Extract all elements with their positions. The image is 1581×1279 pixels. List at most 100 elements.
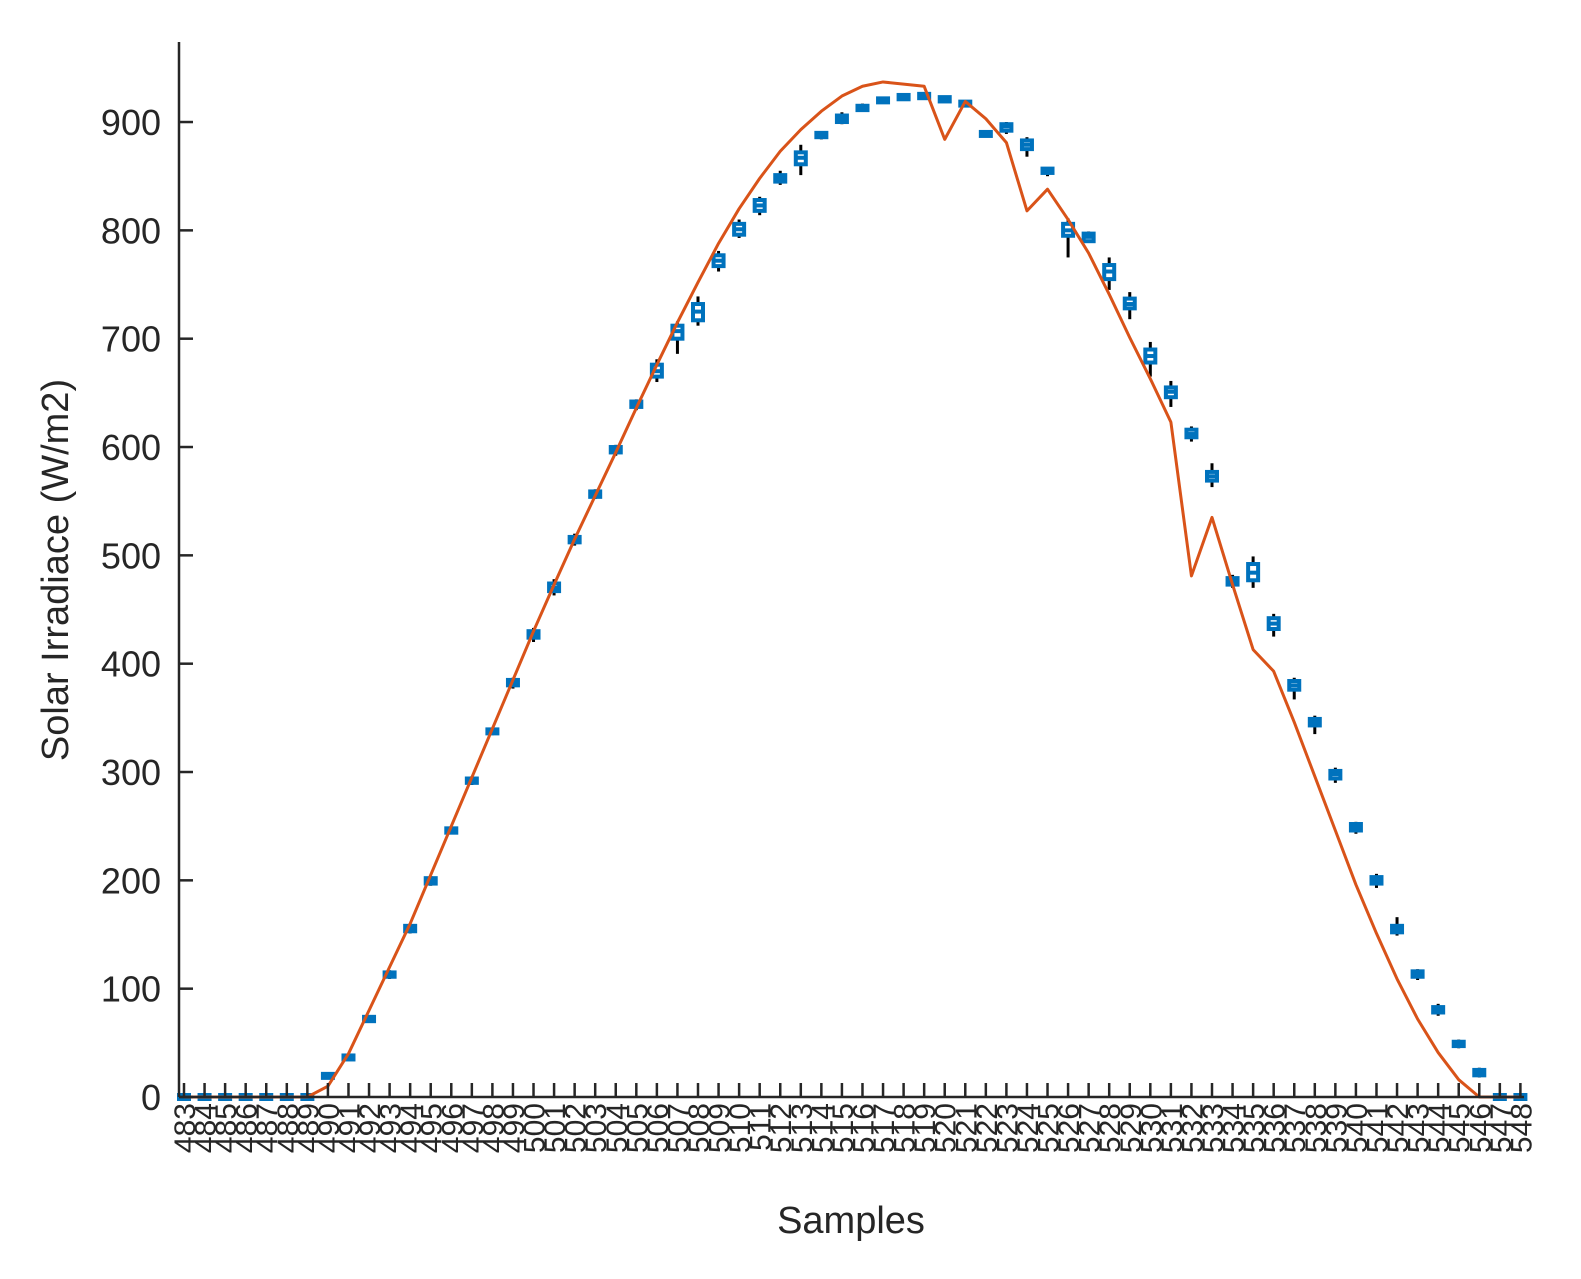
x-tick-label-505: 505 [621, 1103, 654, 1153]
box-group [177, 91, 1528, 1101]
box-522 [978, 129, 993, 138]
box-524 [1019, 137, 1034, 157]
x-tick-label-535: 535 [1238, 1103, 1271, 1153]
x-tick-label-485: 485 [210, 1103, 243, 1153]
box-520 [937, 95, 952, 104]
trend-line-group [184, 80, 1521, 1099]
box-528 [1102, 257, 1117, 290]
x-tick-label-548: 548 [1505, 1103, 1538, 1153]
x-tick-label-493: 493 [375, 1103, 408, 1153]
x-tick-label-534: 534 [1218, 1103, 1251, 1153]
x-tick-label-543: 543 [1403, 1103, 1436, 1153]
y-tick-label-500: 500 [101, 535, 161, 576]
box-541 [1369, 873, 1384, 888]
box-532 [1184, 426, 1199, 442]
x-tick-label-532: 532 [1176, 1103, 1209, 1153]
box-530 [1143, 341, 1158, 377]
x-tick-label-506: 506 [642, 1103, 675, 1153]
box-535 [1246, 556, 1261, 588]
x-tick-label-526: 526 [1053, 1103, 1086, 1153]
x-tick-label-519: 519 [909, 1103, 942, 1153]
box-525 [1040, 166, 1055, 177]
x-tick-label-487: 487 [251, 1103, 284, 1153]
y-tick-label-600: 600 [101, 427, 161, 468]
x-tick-label-517: 517 [868, 1103, 901, 1153]
x-tick-label-495: 495 [416, 1103, 449, 1153]
y-axis-label: Solar Irradiace (W/m2) [35, 379, 77, 761]
y-tick-label-300: 300 [101, 752, 161, 793]
x-tick-label-545: 545 [1444, 1103, 1477, 1153]
x-tick-label-523: 523 [991, 1103, 1024, 1153]
box-515 [834, 112, 849, 125]
x-tick-label-530: 530 [1135, 1103, 1168, 1153]
x-tick-label-524: 524 [1012, 1103, 1045, 1153]
x-tick-label-541: 541 [1361, 1103, 1394, 1153]
x-tick-label-497: 497 [457, 1103, 490, 1153]
x-tick-label-536: 536 [1259, 1103, 1292, 1153]
x-tick-label-491: 491 [333, 1103, 366, 1153]
box-509 [711, 250, 726, 272]
box-517 [876, 96, 891, 105]
x-tick-label-496: 496 [436, 1103, 469, 1153]
y-tick-label-0: 0 [141, 1077, 161, 1118]
box-514 [814, 130, 829, 140]
x-tick-label-504: 504 [601, 1103, 634, 1153]
x-tick-label-539: 539 [1320, 1103, 1353, 1153]
x-tick-label-513: 513 [786, 1103, 819, 1153]
box-508 [691, 296, 705, 326]
box-546 [1472, 1067, 1487, 1078]
box-540 [1348, 821, 1363, 834]
y-tick-label-400: 400 [101, 644, 161, 685]
x-tick-label-501: 501 [539, 1103, 572, 1153]
x-tick-label-511: 511 [745, 1103, 778, 1151]
x-tick-label-527: 527 [1074, 1103, 1107, 1153]
x-tick-label-542: 542 [1382, 1103, 1415, 1153]
x-tick-label-531: 531 [1156, 1103, 1189, 1153]
x-tick-label-512: 512 [765, 1103, 798, 1153]
x-tick-label-509: 509 [704, 1103, 737, 1153]
trend-line [184, 80, 1521, 1099]
y-tick-label-800: 800 [101, 210, 161, 251]
x-tick-label-486: 486 [231, 1103, 264, 1153]
box-512 [773, 170, 788, 185]
y-tick-label-700: 700 [101, 319, 161, 360]
box-527 [1081, 231, 1096, 244]
x-tick-label-538: 538 [1300, 1103, 1333, 1153]
x-tick-label-546: 546 [1464, 1103, 1497, 1153]
box-516 [855, 103, 870, 113]
x-tick-label-537: 537 [1279, 1103, 1312, 1153]
box-523 [999, 122, 1014, 134]
x-tick-label-514: 514 [806, 1103, 839, 1153]
box-544 [1431, 1003, 1446, 1016]
x-tick-label-498: 498 [477, 1103, 510, 1153]
box-529 [1122, 292, 1137, 320]
x-tick-label-540: 540 [1341, 1103, 1374, 1153]
x-tick-label-494: 494 [395, 1103, 428, 1153]
box-513 [793, 144, 808, 176]
axes-group: 0 100 200 300 400 500 600 700 800 900 483484485486… [101, 42, 1538, 1153]
x-tick-label-521: 521 [950, 1103, 983, 1153]
x-tick-label-483: 483 [169, 1103, 202, 1153]
x-tick-label-547: 547 [1485, 1103, 1518, 1153]
x-tick-label-510: 510 [724, 1103, 757, 1153]
x-tick-label-516: 516 [847, 1103, 880, 1153]
x-tick-label-499: 499 [498, 1103, 531, 1153]
box-531 [1163, 380, 1178, 407]
x-tick-label-520: 520 [930, 1103, 963, 1153]
x-tick-label-490: 490 [313, 1103, 346, 1153]
x-tick-label-488: 488 [272, 1103, 305, 1153]
box-545 [1451, 1039, 1466, 1049]
box-510 [732, 219, 747, 238]
x-tick-label-489: 489 [292, 1103, 325, 1153]
x-tick-label-484: 484 [190, 1103, 223, 1153]
box-490 [320, 1071, 335, 1080]
x-tick-label-508: 508 [683, 1103, 716, 1153]
y-tick-label-200: 200 [101, 860, 161, 901]
box-511 [752, 196, 767, 216]
box-518 [896, 92, 911, 102]
x-axis-label: Samples [777, 1200, 925, 1242]
x-tick-label-518: 518 [889, 1103, 922, 1153]
x-tick-label-492: 492 [354, 1103, 387, 1153]
x-tick-label-515: 515 [827, 1103, 860, 1153]
